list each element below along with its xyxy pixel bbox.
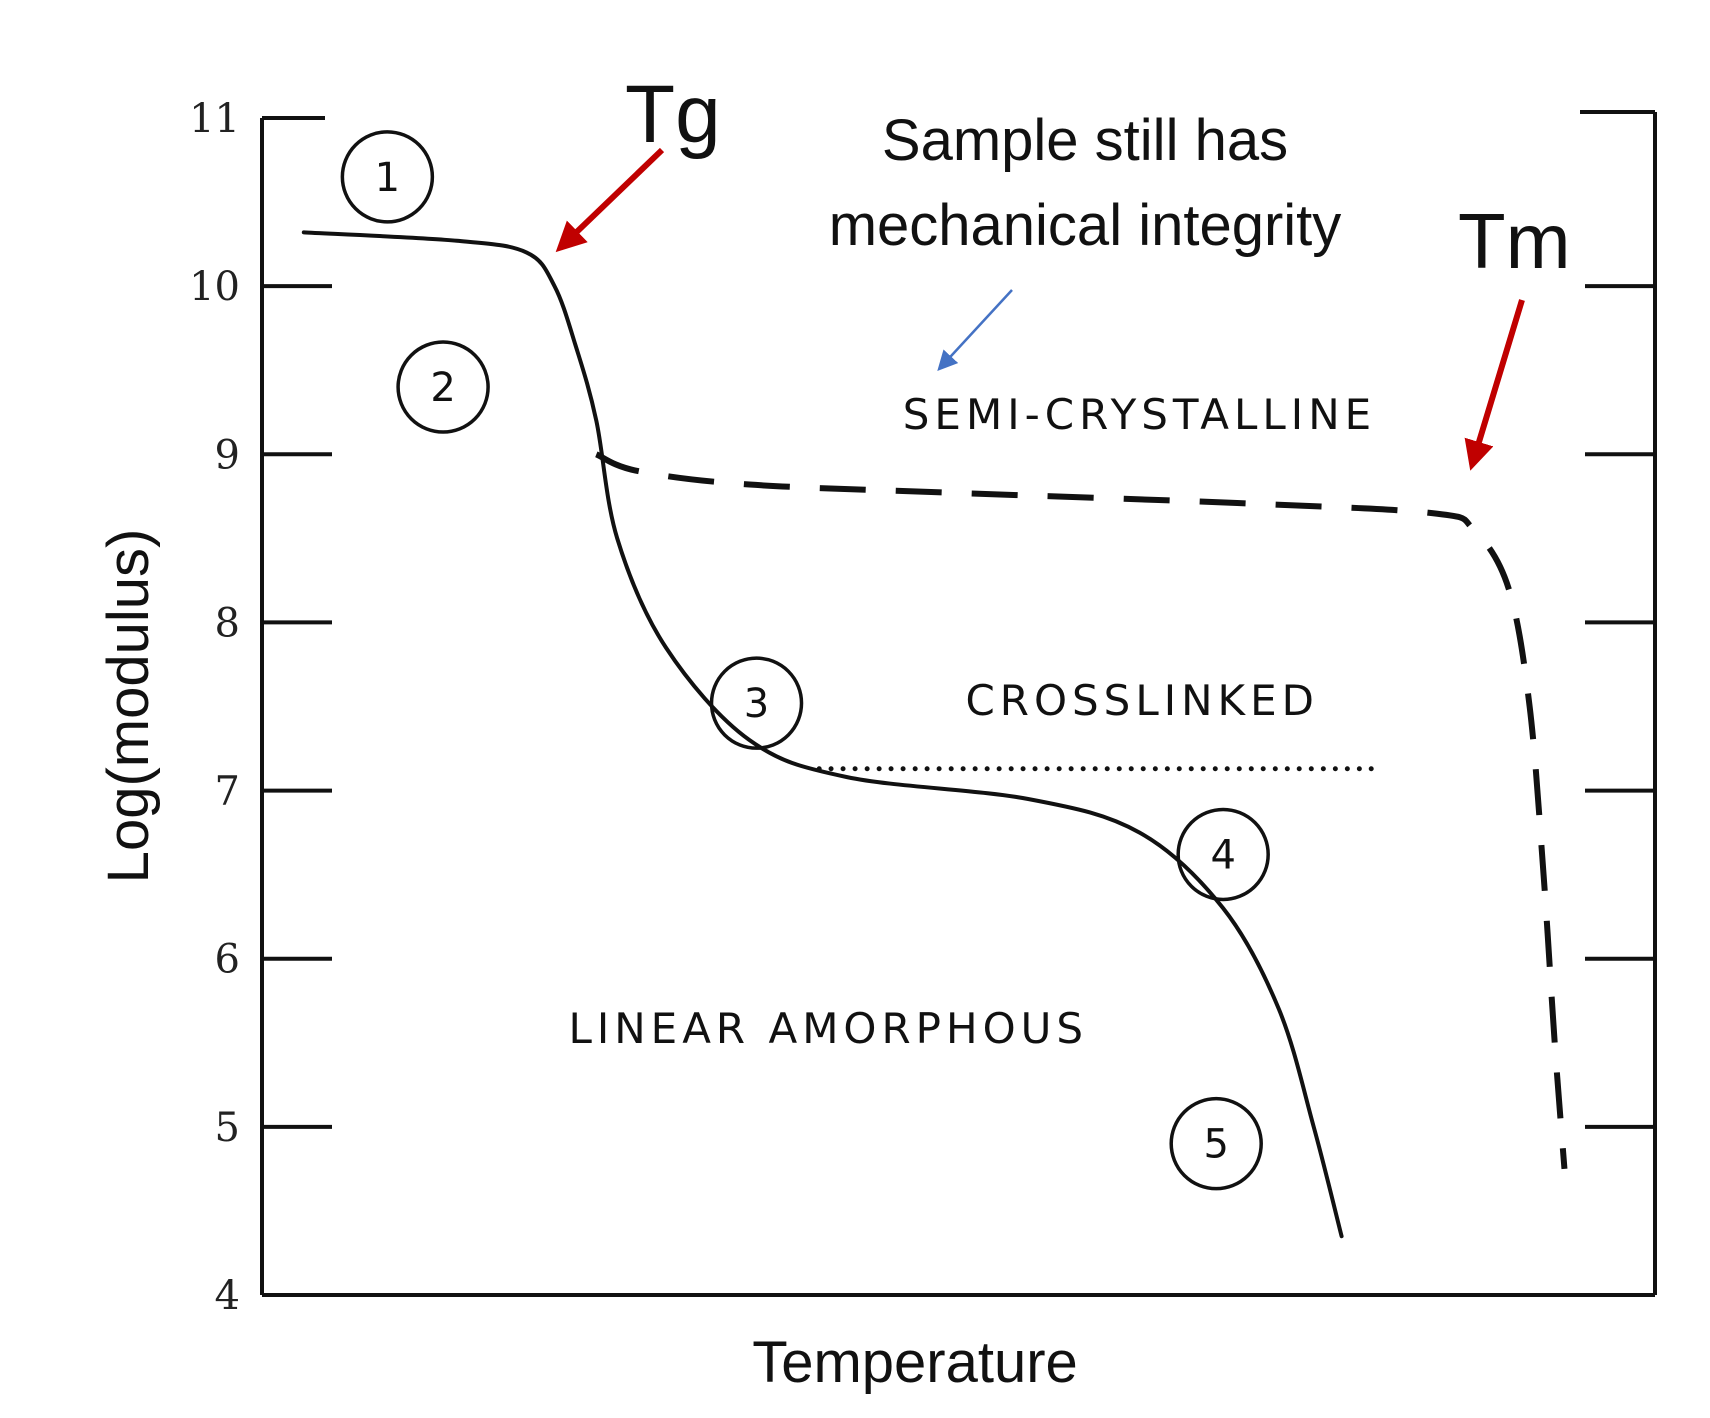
series-lines — [301, 230, 1568, 1239]
marker-circle-1 — [340, 130, 435, 224]
tg-label: Tg — [625, 69, 721, 160]
region-label-crosslinked: CROSSLINKED — [965, 676, 1319, 725]
y-ticks: 4 5 6 7 8 9 10 11 — [189, 96, 1655, 1319]
y-tick-label-5: 5 — [215, 1105, 240, 1151]
y-tick-label-4: 4 — [215, 1273, 240, 1319]
region-label-semi-crystalline: SEMI-CRYSTALLINE — [903, 390, 1376, 439]
marker-label-1: 1 — [375, 155, 400, 201]
y-tick-label-11: 11 — [189, 96, 240, 142]
region-label-linear-amorphous: LINEAR AMORPHOUS — [568, 1004, 1088, 1053]
y-tick-label-8: 8 — [215, 600, 240, 646]
marker-circle-3 — [709, 656, 804, 750]
region-markers: 1 2 3 4 5 — [340, 130, 1270, 1191]
series-line-semi-crystalline — [595, 451, 1568, 1170]
series-line-linear-amorphous — [301, 230, 1344, 1239]
integrity-arrow — [937, 289, 1013, 371]
integrity-note-line2: mechanical integrity — [829, 193, 1342, 258]
plot-frame — [260, 110, 1657, 1297]
tg-arrow — [555, 147, 665, 253]
marker-circle-4 — [1176, 807, 1270, 902]
y-tick-label-9: 9 — [215, 432, 240, 478]
y-tick-label-10: 10 — [189, 264, 240, 310]
tm-arrow — [1464, 299, 1525, 471]
marker-circle-2 — [396, 340, 490, 434]
marker-circle-5 — [1169, 1096, 1263, 1191]
y-tick-label-6: 6 — [215, 937, 240, 983]
marker-label-5: 5 — [1203, 1122, 1228, 1168]
marker-label-4: 4 — [1210, 832, 1235, 878]
y-axis-label: Log(modulus) — [96, 529, 161, 884]
y-tick-label-7: 7 — [215, 769, 240, 815]
tm-label: Tm — [1458, 197, 1571, 285]
marker-label-3: 3 — [744, 681, 769, 727]
integrity-note-line1: Sample still has — [882, 108, 1288, 173]
region-labels: SEMI-CRYSTALLINE CROSSLINKED LINEAR AMORPH… — [568, 390, 1376, 1053]
x-axis-label: Temperature — [752, 1330, 1078, 1395]
marker-label-2: 2 — [430, 365, 455, 411]
